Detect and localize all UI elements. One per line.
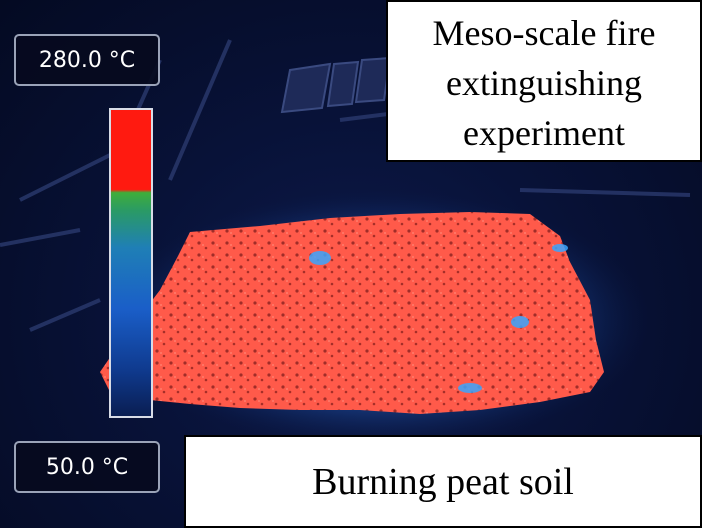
subject-label-box: Burning peat soil [184, 435, 702, 528]
title-line-2: extinguishing [446, 63, 642, 103]
title-line-3: experiment [463, 113, 625, 153]
experiment-title-box: Meso-scale fire extinguishing experiment [386, 0, 702, 162]
min-temperature-label: 50.0 °C [14, 441, 160, 493]
title-line-1: Meso-scale fire [432, 13, 656, 53]
temperature-colorbar [109, 108, 153, 418]
hot-zone [100, 212, 604, 414]
subject-label: Burning peat soil [312, 460, 574, 503]
background-marking [280, 56, 392, 114]
max-temperature-label: 280.0 °C [14, 34, 160, 86]
cool-spots [309, 244, 568, 393]
